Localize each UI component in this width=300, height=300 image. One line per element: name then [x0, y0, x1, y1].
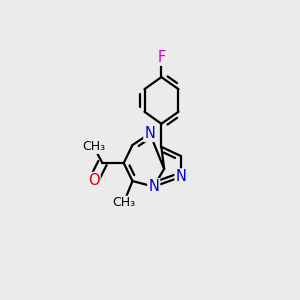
- Text: CH₃: CH₃: [112, 196, 135, 209]
- Text: N: N: [176, 169, 186, 184]
- Text: N: N: [144, 126, 155, 141]
- Text: F: F: [157, 50, 166, 65]
- Text: CH₃: CH₃: [82, 140, 105, 153]
- Text: O: O: [88, 173, 100, 188]
- Text: N: N: [148, 179, 159, 194]
